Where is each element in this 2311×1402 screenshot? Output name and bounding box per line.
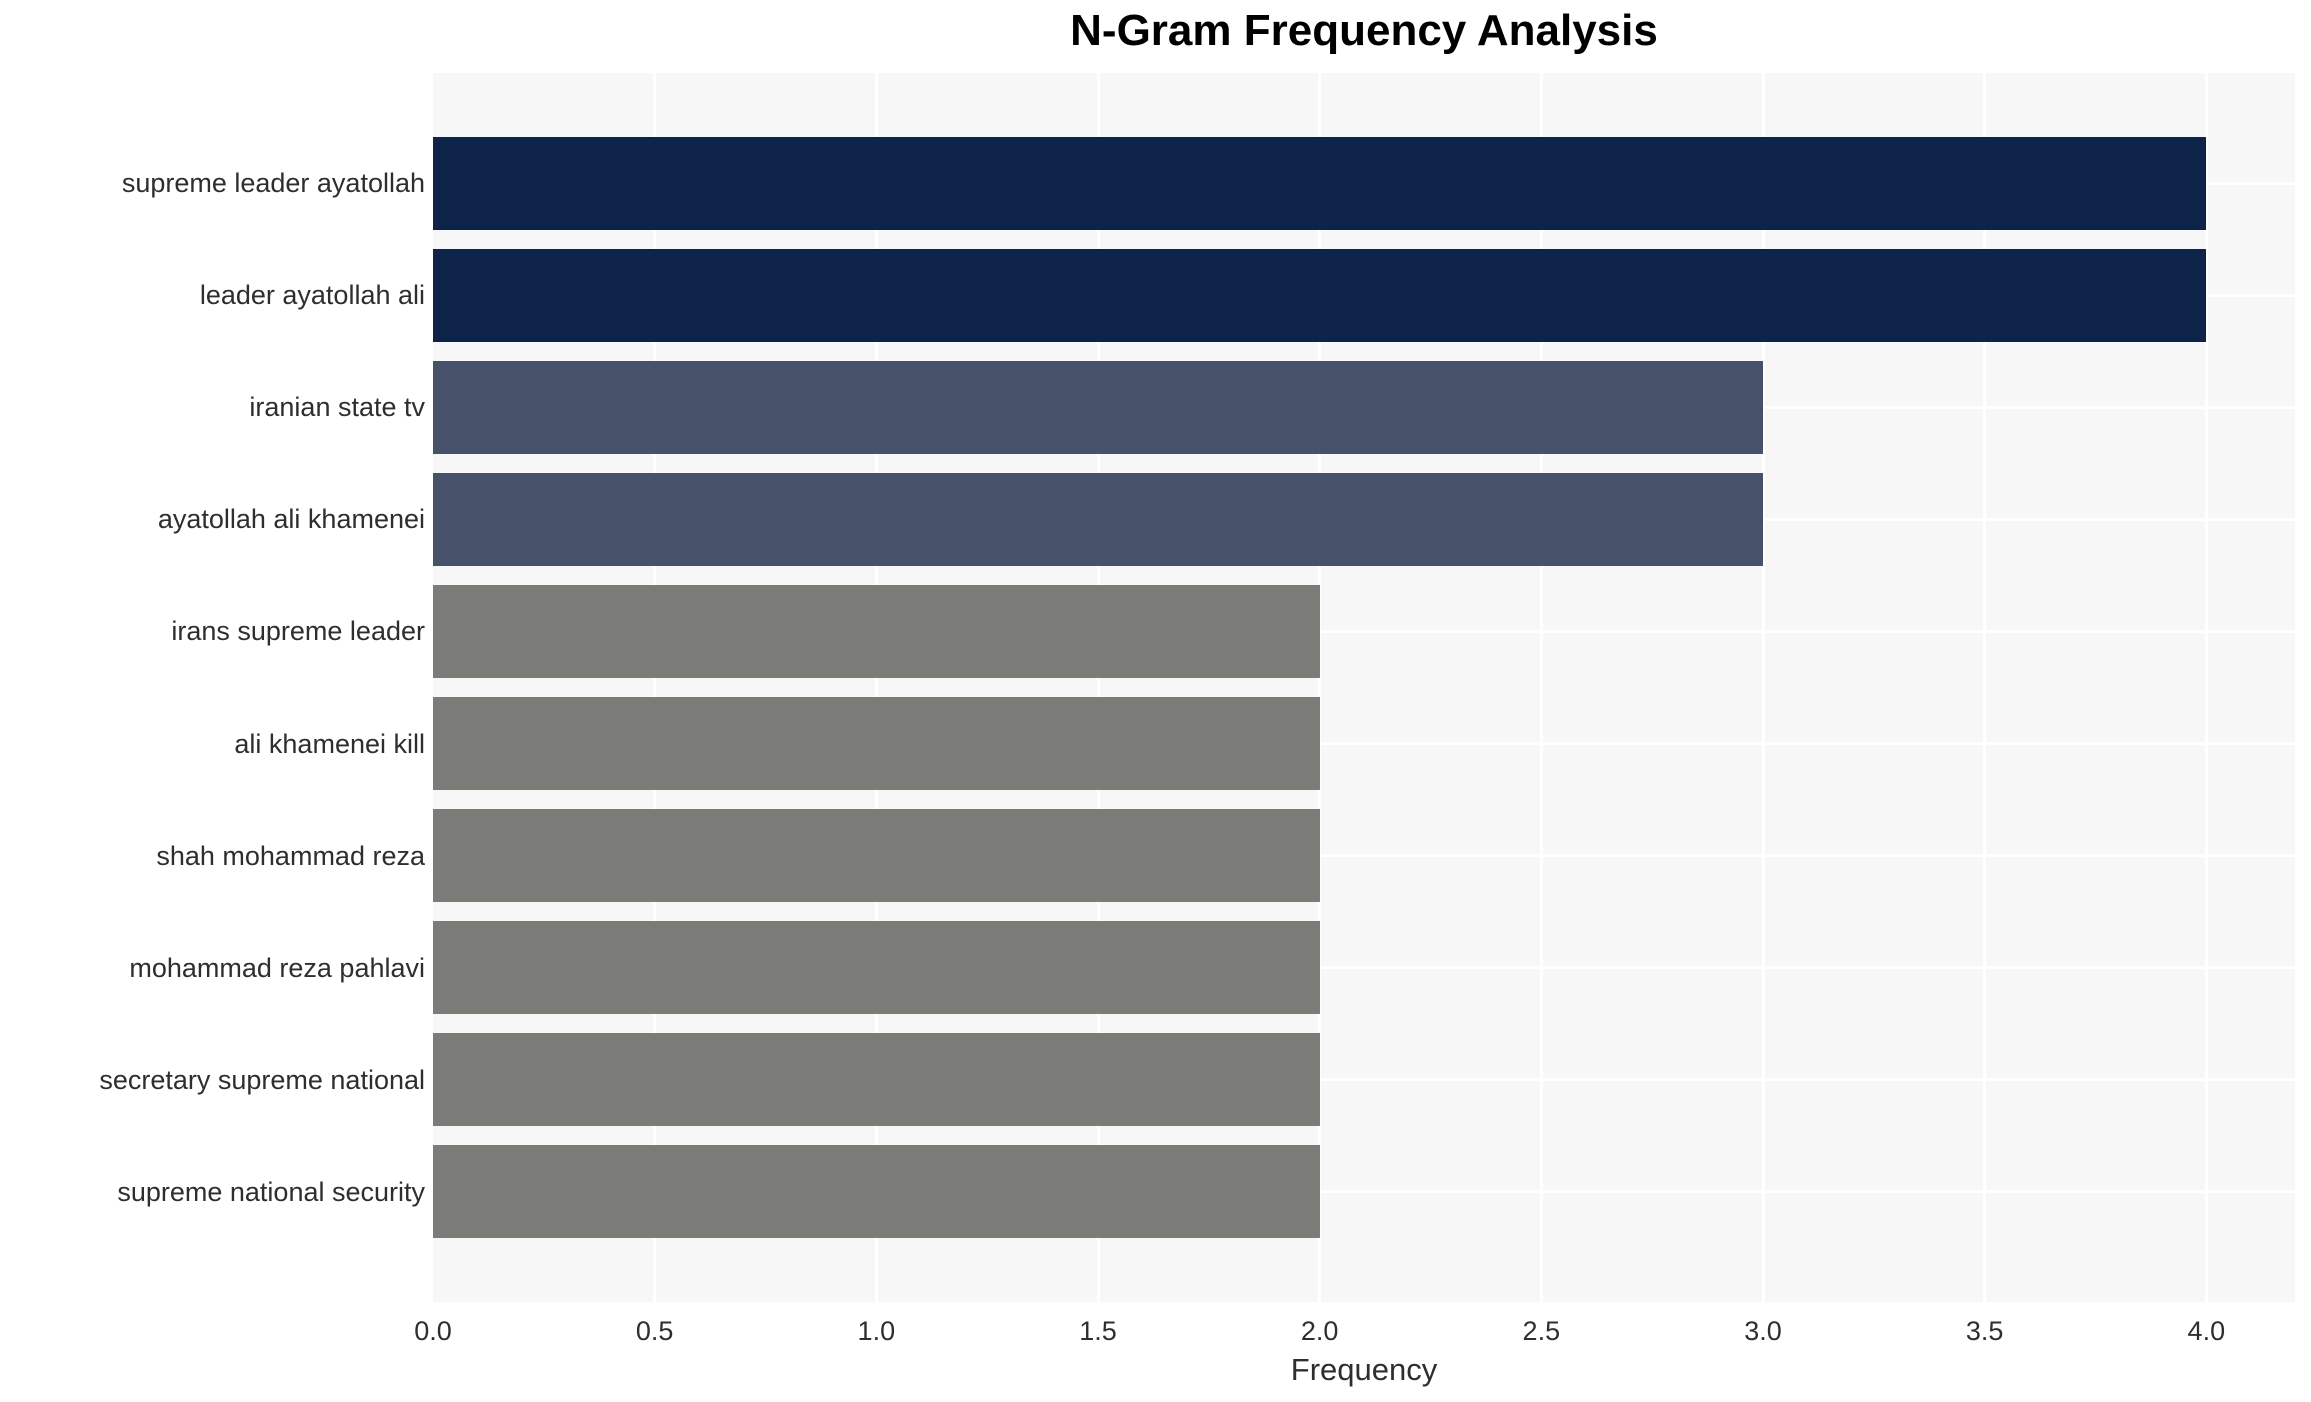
gridline-horizontal [433,854,2295,858]
x-tick-label: 3.5 [1965,1316,2004,1346]
bar-mohammad-reza-pahlavi [433,921,1320,1015]
gridline-horizontal [433,742,2295,746]
x-tick-label: 2.5 [1522,1316,1561,1346]
gridline-horizontal [433,1190,2295,1194]
x-tick-label: 0.0 [414,1316,452,1346]
gridline-vertical [2204,73,2208,1302]
y-tick-label: iranian state tv [249,392,425,423]
bar-irans-supreme-leader [433,584,1320,678]
y-tick-label: secretary supreme national [99,1064,425,1095]
bar-ali-khamenei-kill [433,697,1320,791]
x-tick-label: 1.5 [1079,1316,1117,1346]
gridline-vertical [1318,73,1322,1302]
x-tick-label: 2.0 [1300,1316,1339,1346]
y-tick-label: supreme leader ayatollah [121,168,425,199]
bar-supreme-national-security [433,1145,1320,1239]
bar-secretary-supreme-national [433,1033,1320,1127]
gridline-horizontal [433,629,2295,633]
gridline-vertical [1761,73,1765,1302]
gridline-vertical [1983,73,1987,1302]
x-tick-label: 4.0 [2187,1316,2226,1346]
x-tick-label: 3.0 [1744,1316,1782,1346]
x-tick-label: 0.5 [635,1316,674,1346]
y-tick-label: leader ayatollah ali [199,280,425,311]
bar-ayatollah-ali-khamenei [433,472,1763,566]
y-tick-label: irans supreme leader [171,616,425,647]
gridline-horizontal [433,1078,2295,1082]
gridline-vertical [1096,73,1100,1302]
chart-title: N-Gram Frequency Analysis [1070,6,1658,55]
y-tick-label: shah mohammad reza [156,840,425,871]
y-tick-label: mohammad reza pahlavi [129,952,425,983]
gridline-vertical [653,73,657,1302]
x-axis-title: Frequency [1290,1352,1438,1387]
x-tick-label: 1.0 [857,1316,896,1346]
gridline-horizontal [433,966,2295,970]
y-tick-label: supreme national security [117,1176,425,1207]
bar-supreme-leader-ayatollah [433,136,2207,230]
bar-shah-mohammad-reza [433,809,1320,903]
gridline-vertical [874,73,878,1302]
y-tick-label: ali khamenei kill [234,728,425,759]
plot-area [433,73,2295,1302]
gridline-vertical [1539,73,1543,1302]
bar-iranian-state-tv [433,360,1763,454]
y-tick-label: ayatollah ali khamenei [157,504,425,535]
bar-leader-ayatollah-ali [433,248,2207,342]
